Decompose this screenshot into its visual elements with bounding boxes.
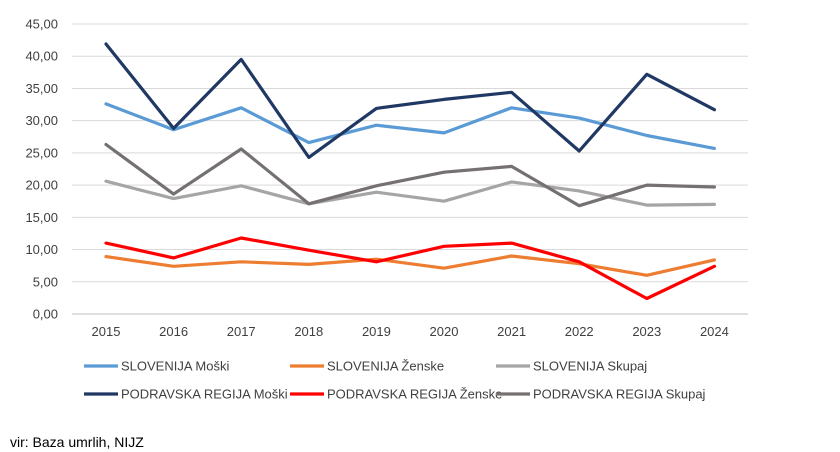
gridlines	[72, 23, 748, 315]
y-tick-label: 35,00	[25, 81, 58, 96]
y-tick-label: 5,00	[33, 274, 58, 289]
legend-label: PODRAVSKA REGIJA Moški	[121, 387, 288, 402]
legend-label: SLOVENIJA Moški	[121, 359, 229, 374]
legend-label: PODRAVSKA REGIJA Skupaj	[533, 387, 706, 402]
x-tick-label: 2017	[227, 324, 256, 339]
x-tick-label: 2024	[700, 324, 729, 339]
y-tick-label: 45,00	[25, 17, 58, 32]
legend-label: PODRAVSKA REGIJA Ženske	[327, 387, 502, 402]
series-line	[104, 102, 717, 150]
x-tick-label: 2021	[497, 324, 526, 339]
y-tick-label: 30,00	[25, 113, 58, 128]
series-line	[104, 142, 717, 208]
series-line	[104, 254, 717, 277]
legend: SLOVENIJA Moški SLOVENIJA Ženske SLOVENIJA…	[84, 359, 706, 402]
x-tick-label: 2022	[565, 324, 594, 339]
legend-item: PODRAVSKA REGIJA Ženske	[290, 387, 502, 402]
x-axis-ticks: 2015 2016 2017 2018 2019 2020 2021 2022 2023 2024	[92, 324, 729, 339]
x-tick-label: 2020	[430, 324, 459, 339]
legend-item: PODRAVSKA REGIJA Skupaj	[496, 387, 706, 402]
y-tick-label: 15,00	[25, 210, 58, 225]
legend-item: SLOVENIJA Moški	[84, 359, 229, 374]
source-note: vir: Baza umrlih, NIJZ	[10, 434, 144, 450]
line-chart: 0,00 5,00 10,00 15,00 20,00 25,00 30,00 35,00 40…	[25, 17, 748, 402]
x-tick-label: 2018	[294, 324, 323, 339]
y-tick-label: 40,00	[25, 49, 58, 64]
legend-item: PODRAVSKA REGIJA Moški	[84, 387, 288, 402]
y-tick-label: 0,00	[33, 307, 58, 322]
series-lines	[104, 42, 717, 301]
x-tick-label: 2015	[92, 324, 121, 339]
x-tick-label: 2023	[632, 324, 661, 339]
legend-item: SLOVENIJA Ženske	[290, 359, 444, 374]
series-line	[104, 179, 717, 207]
legend-label: SLOVENIJA Skupaj	[533, 359, 647, 374]
series-line	[104, 42, 717, 159]
y-tick-label: 25,00	[25, 145, 58, 160]
legend-item: SLOVENIJA Skupaj	[496, 359, 647, 374]
y-tick-label: 10,00	[25, 242, 58, 257]
y-tick-label: 20,00	[25, 178, 58, 193]
x-tick-label: 2016	[159, 324, 188, 339]
x-tick-label: 2019	[362, 324, 391, 339]
y-axis-ticks: 0,00 5,00 10,00 15,00 20,00 25,00 30,00 35,00 40…	[25, 17, 58, 322]
legend-label: SLOVENIJA Ženske	[327, 359, 444, 374]
series-line	[104, 236, 717, 301]
